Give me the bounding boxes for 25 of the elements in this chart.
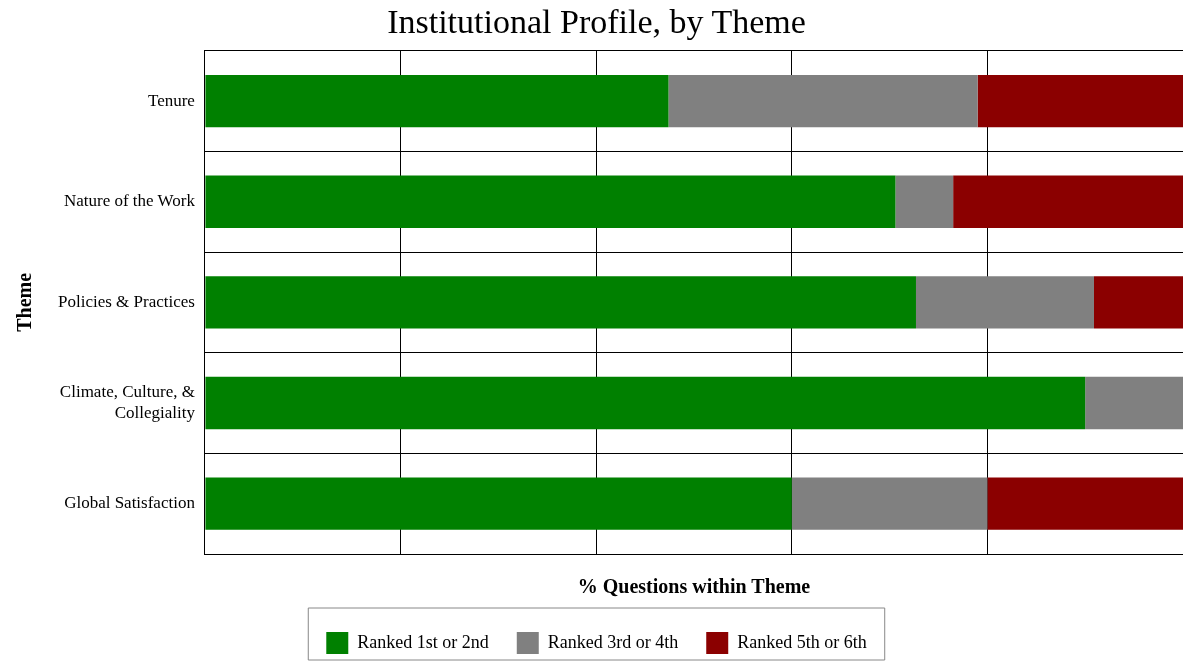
bar [977, 74, 1183, 128]
y-tick-label: Global Satisfaction [64, 493, 196, 513]
y-tick-label: Policies & Practices [57, 291, 195, 311]
y-tick-label: Tenure [147, 90, 195, 110]
bar [1093, 276, 1183, 329]
legend-label: Ranked 3rd or 4th [547, 631, 679, 652]
y-axis-title: Theme [13, 272, 36, 332]
bar [205, 74, 669, 128]
legend-label: Ranked 5th or 6th [737, 631, 867, 652]
bar [1085, 376, 1183, 430]
y-tick-label: Climate, Culture, & Collegiality [59, 382, 196, 422]
bar [205, 175, 896, 228]
bar [205, 477, 792, 530]
bar [953, 175, 1183, 228]
legend-label: Ranked 1st or 2nd [357, 631, 489, 652]
bar [205, 276, 916, 329]
chart-title: Institutional Profile, by Theme [387, 3, 806, 41]
bar [915, 276, 1094, 329]
x-axis-title: % Questions within Theme [577, 575, 811, 598]
bar [987, 477, 1183, 530]
bar [791, 477, 988, 530]
bar [895, 175, 954, 228]
bar [205, 376, 1086, 430]
bar [668, 74, 978, 128]
y-tick-label: Nature of the Work [63, 191, 196, 211]
